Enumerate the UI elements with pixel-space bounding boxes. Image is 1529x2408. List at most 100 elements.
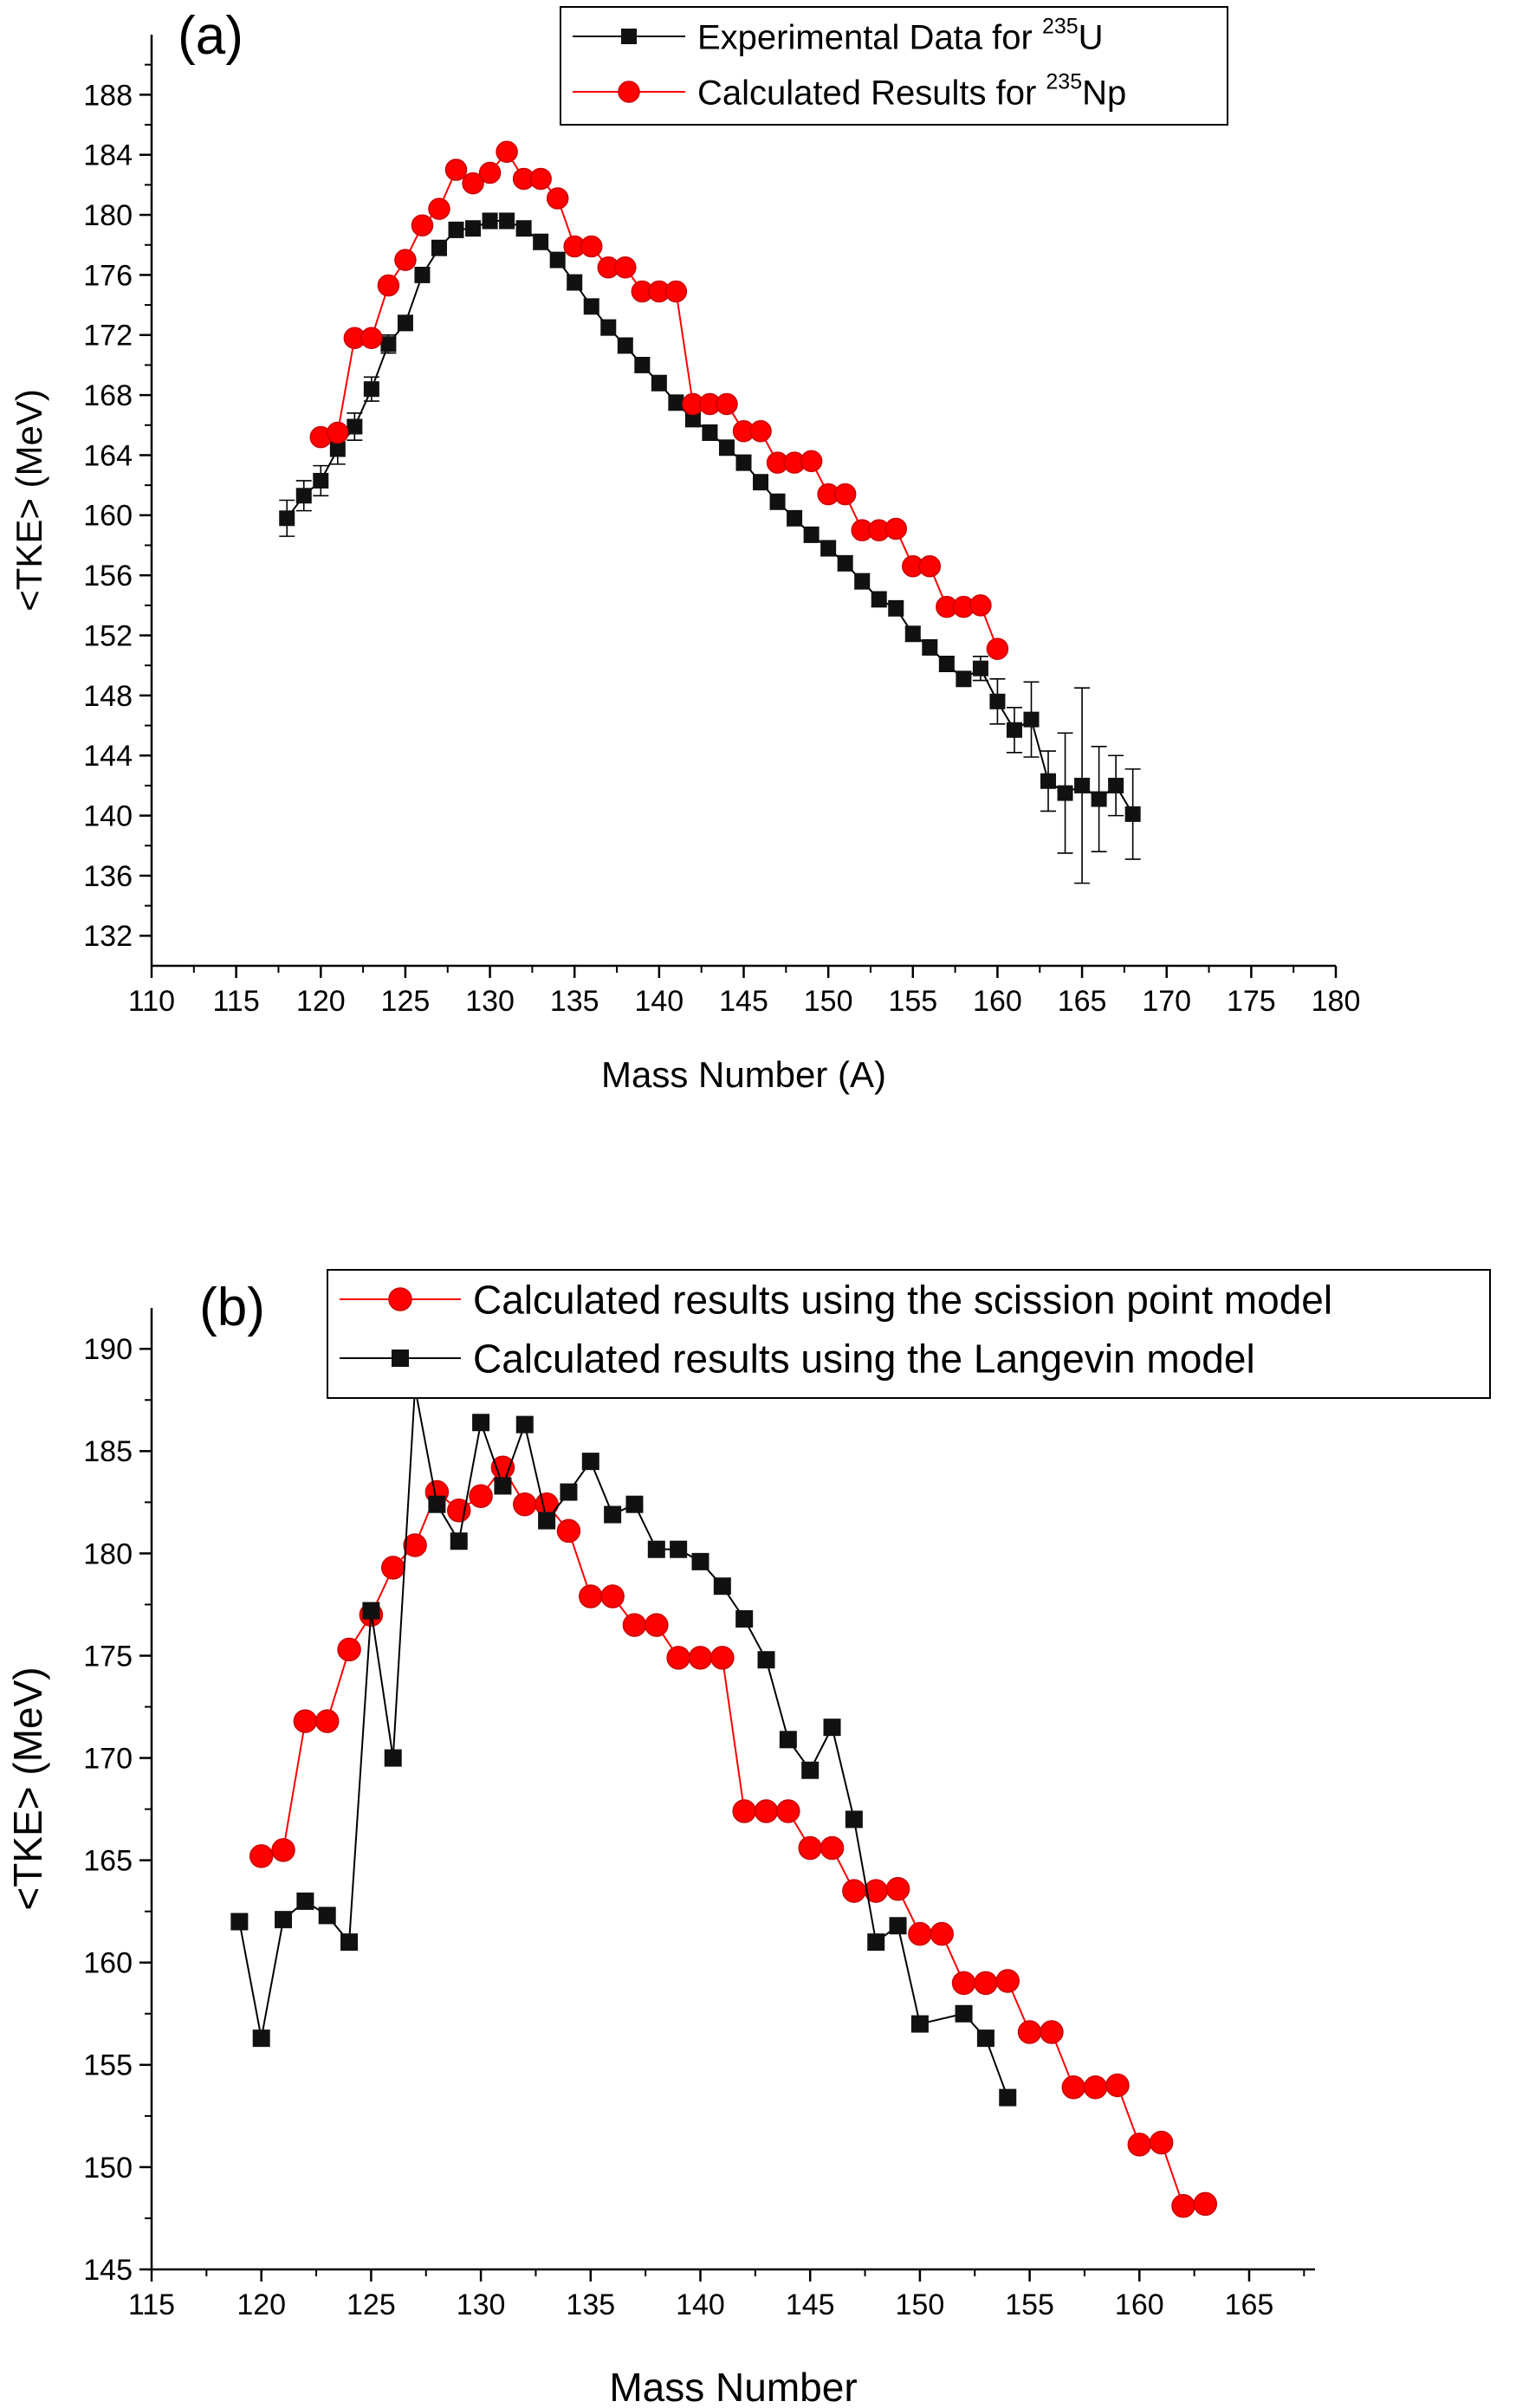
data-point [800, 450, 823, 473]
data-point [600, 1584, 625, 1609]
data-point [625, 1495, 644, 1513]
x-tick-label: 140 [634, 985, 684, 1018]
x-tick-label: 120 [236, 2288, 286, 2321]
data-point [296, 1892, 314, 1910]
x-tick-label: 145 [786, 2288, 835, 2321]
y-axis-title: <TKE> (MeV) [5, 1667, 50, 1910]
data-point [735, 455, 752, 471]
data-point [972, 660, 988, 676]
y-tick-label: 190 [83, 1333, 133, 1366]
y-tick-label: 175 [83, 1640, 133, 1673]
legend-label: Calculated Results for 235Np [697, 69, 1126, 112]
data-point [702, 424, 718, 441]
data-point [969, 594, 992, 617]
data-point [313, 472, 329, 489]
x-tick-label: 165 [1058, 985, 1107, 1018]
data-point [1171, 2194, 1195, 2218]
legend-label: Experimental Data for 235U [697, 14, 1104, 56]
data-point [314, 1709, 340, 1733]
data-point [414, 267, 431, 283]
y-tick-label: 176 [83, 259, 133, 292]
data-point [787, 510, 803, 527]
series-line [286, 220, 1134, 815]
data-point [271, 1838, 295, 1862]
data-point [340, 1933, 359, 1952]
x-tick-label: 165 [1225, 2288, 1274, 2321]
data-point [710, 1646, 735, 1670]
x-tick-label: 155 [888, 985, 937, 1018]
data-point [567, 275, 583, 291]
data-point [560, 1483, 578, 1501]
data-point [496, 140, 518, 163]
data-point [380, 1556, 405, 1580]
data-point [976, 2029, 994, 2048]
data-point [360, 327, 383, 349]
data-point [1193, 2191, 1218, 2217]
y-tick-label: 145 [83, 2254, 133, 2287]
data-point [684, 411, 701, 427]
data-point [1105, 2073, 1130, 2098]
data-point [955, 2004, 973, 2023]
x-tick-label: 110 [128, 985, 175, 1018]
data-point [867, 1933, 885, 1952]
data-point [1127, 2133, 1152, 2157]
data-point [1083, 2075, 1108, 2100]
data-point [999, 2088, 1017, 2107]
y-tick-label: 180 [83, 199, 133, 232]
panel-label: (a) [178, 6, 243, 66]
y-tick-label: 172 [83, 320, 133, 353]
data-point [885, 1876, 910, 1901]
data-point [716, 392, 738, 416]
y-tick-label: 185 [83, 1435, 133, 1468]
data-point [798, 1835, 822, 1861]
x-tick-label: 120 [296, 985, 346, 1018]
data-point [622, 1613, 647, 1637]
data-point [581, 1453, 599, 1471]
legend-marker [618, 81, 640, 103]
data-point [1074, 777, 1091, 793]
data-point [604, 1505, 622, 1524]
data-point [930, 1921, 954, 1946]
data-point [384, 1749, 402, 1767]
y-tick-label: 132 [83, 920, 133, 953]
data-point [918, 555, 942, 578]
data-point [448, 222, 464, 238]
data-point [275, 1911, 293, 1929]
data-point [691, 1552, 709, 1570]
y-tick-label: 168 [83, 379, 133, 412]
x-tick-label: 135 [550, 985, 599, 1018]
x-tick-label: 130 [465, 985, 515, 1018]
panel-b-chart: 145 150 155 160 165 170 175 180 185 190 115 120 125 1… [5, 1269, 1491, 2408]
data-point [1040, 773, 1057, 789]
data-point [327, 421, 349, 444]
x-tick-label: 170 [1142, 985, 1191, 1018]
data-point [884, 517, 908, 541]
data-point [779, 1731, 797, 1749]
data-point [803, 527, 820, 543]
data-point [447, 1499, 471, 1523]
data-point [579, 1584, 603, 1609]
data-point [362, 1602, 380, 1620]
data-point [833, 482, 857, 506]
data-point [664, 280, 688, 303]
legend: Calculated results using the scission po… [327, 1269, 1491, 1399]
data-point [718, 439, 735, 456]
data-point [583, 298, 599, 314]
data-point [908, 1921, 932, 1946]
data-point [533, 234, 549, 250]
x-axis-title: Mass Number (A) [601, 1054, 886, 1095]
data-point [938, 656, 955, 672]
data-point [904, 625, 921, 642]
data-point [428, 197, 450, 220]
legend: Experimental Data for 235U Calculated Res… [560, 6, 1228, 126]
data-point [279, 510, 295, 527]
y-tick-label: 165 [83, 1845, 133, 1878]
y-tick-label: 156 [83, 560, 133, 592]
x-tick-label: 155 [1005, 2288, 1054, 2321]
data-point [1124, 806, 1141, 822]
x-axis-title: Mass Number [609, 2365, 857, 2408]
data-point [549, 252, 566, 269]
y-tick-label: 160 [83, 1947, 133, 1980]
data-point [377, 274, 400, 297]
data-point [713, 1577, 731, 1596]
